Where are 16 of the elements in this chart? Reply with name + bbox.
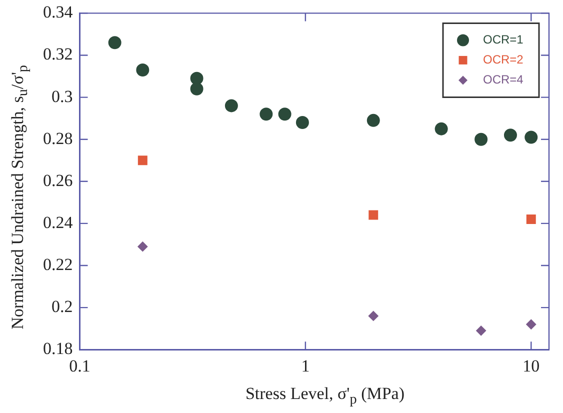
x-tick-label: 10 — [522, 356, 540, 376]
y-tick-label: 0.2 — [52, 297, 73, 316]
y-tick-label: 0.34 — [43, 2, 74, 22]
y-tick-label: 0.28 — [43, 128, 73, 148]
y-tick-label: 0.32 — [43, 44, 73, 64]
legend-label: OCR=4 — [483, 72, 524, 87]
y-tick-label: 0.26 — [43, 170, 73, 190]
x-axis-title: Stress Level, σ'$_{p}$ (MPa) — [244, 384, 406, 408]
legend-label: OCR=1 — [483, 32, 524, 47]
y-tick-label: 0.18 — [43, 339, 73, 358]
x-tick-label: 1 — [301, 356, 310, 376]
y-tick-label: 0.22 — [43, 254, 73, 274]
x-tick-label: 0.1 — [69, 356, 90, 376]
legend-label: OCR=2 — [483, 52, 524, 67]
y-tick-label: 0.24 — [43, 212, 74, 232]
y-tick-label: 0.3 — [52, 86, 73, 106]
